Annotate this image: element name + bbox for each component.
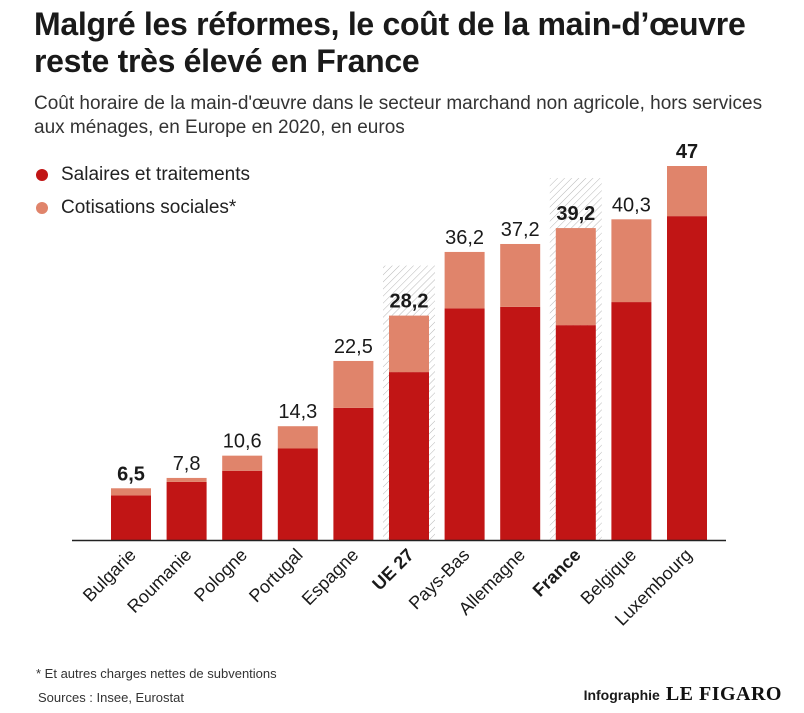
legend-swatch-cotisations [36,201,48,214]
bar-luxembourg-salaires [667,216,707,541]
bar-ue-27-cotisations [389,315,429,373]
bar-belgique-cotisations [611,219,652,303]
bar-espagne-salaires [333,407,374,540]
bar-espagne-cotisations [333,360,374,408]
legend-swatch-salaires [36,168,48,181]
value-label-france: 39,2 [556,203,595,225]
bar-pays-bas-cotisations [444,251,485,309]
bar-roumanie-cotisations [166,477,207,482]
value-label-roumanie: 7,8 [173,453,201,475]
bar-pays-bas-salaires [444,308,485,540]
value-label-belgique: 40,3 [612,194,651,216]
footnote: * Et autres charges nettes de subvention… [36,666,277,681]
bar-bulgarie-salaires [111,495,151,540]
legend-item-cotisations: Cotisations sociales* [36,191,250,224]
bar-belgique-salaires [611,302,652,540]
chart-title: Malgré les réformes, le coût de la main-… [34,6,746,79]
bar-allemagne-salaires [500,306,541,540]
legend-item-salaires: Salaires et traitements [36,158,250,191]
le-figaro-logo: LE FIGARO [665,683,782,705]
category-label-ue-27: UE 27 [368,545,418,595]
category-label-pologne: Pologne [190,545,251,606]
bar-france-cotisations [555,228,596,326]
credit: Infographie LE FIGARO [584,683,782,706]
sources: Sources : Insee, Eurostat [38,690,184,705]
category-label-france: France [529,545,585,601]
bar-roumanie-salaires [166,481,207,540]
bar-luxembourg-cotisations [667,166,707,217]
bar-portugal-cotisations [277,426,318,449]
value-label-pologne: 10,6 [223,431,262,453]
chart-subtitle: Coût horaire de la main-d'œuvre dans le … [34,93,763,138]
credit-label: Infographie [583,687,660,703]
value-label-portugal: 14,3 [278,401,317,423]
value-label-ue-27: 28,2 [390,291,429,313]
category-label-espagne: Espagne [298,545,362,609]
category-label-portugal: Portugal [245,545,307,607]
bar-bulgarie-cotisations [111,488,151,496]
legend: Salaires et traitements Cotisations soci… [36,158,250,224]
legend-label-cotisations: Cotisations sociales* [61,196,237,218]
value-label-bulgarie: 6,5 [117,463,145,485]
legend-label-salaires: Salaires et traitements [61,163,251,185]
bar-portugal-salaires [277,448,318,540]
value-label-pays-bas: 36,2 [445,227,484,249]
bar-france-salaires [555,325,596,540]
value-label-allemagne: 37,2 [501,219,540,241]
value-label-espagne: 22,5 [334,336,373,358]
bar-ue-27-salaires [389,372,429,540]
value-label-luxembourg: 47 [676,141,698,163]
bar-pologne-salaires [222,470,263,540]
bar-pologne-cotisations [222,455,263,471]
bar-allemagne-cotisations [500,243,541,307]
